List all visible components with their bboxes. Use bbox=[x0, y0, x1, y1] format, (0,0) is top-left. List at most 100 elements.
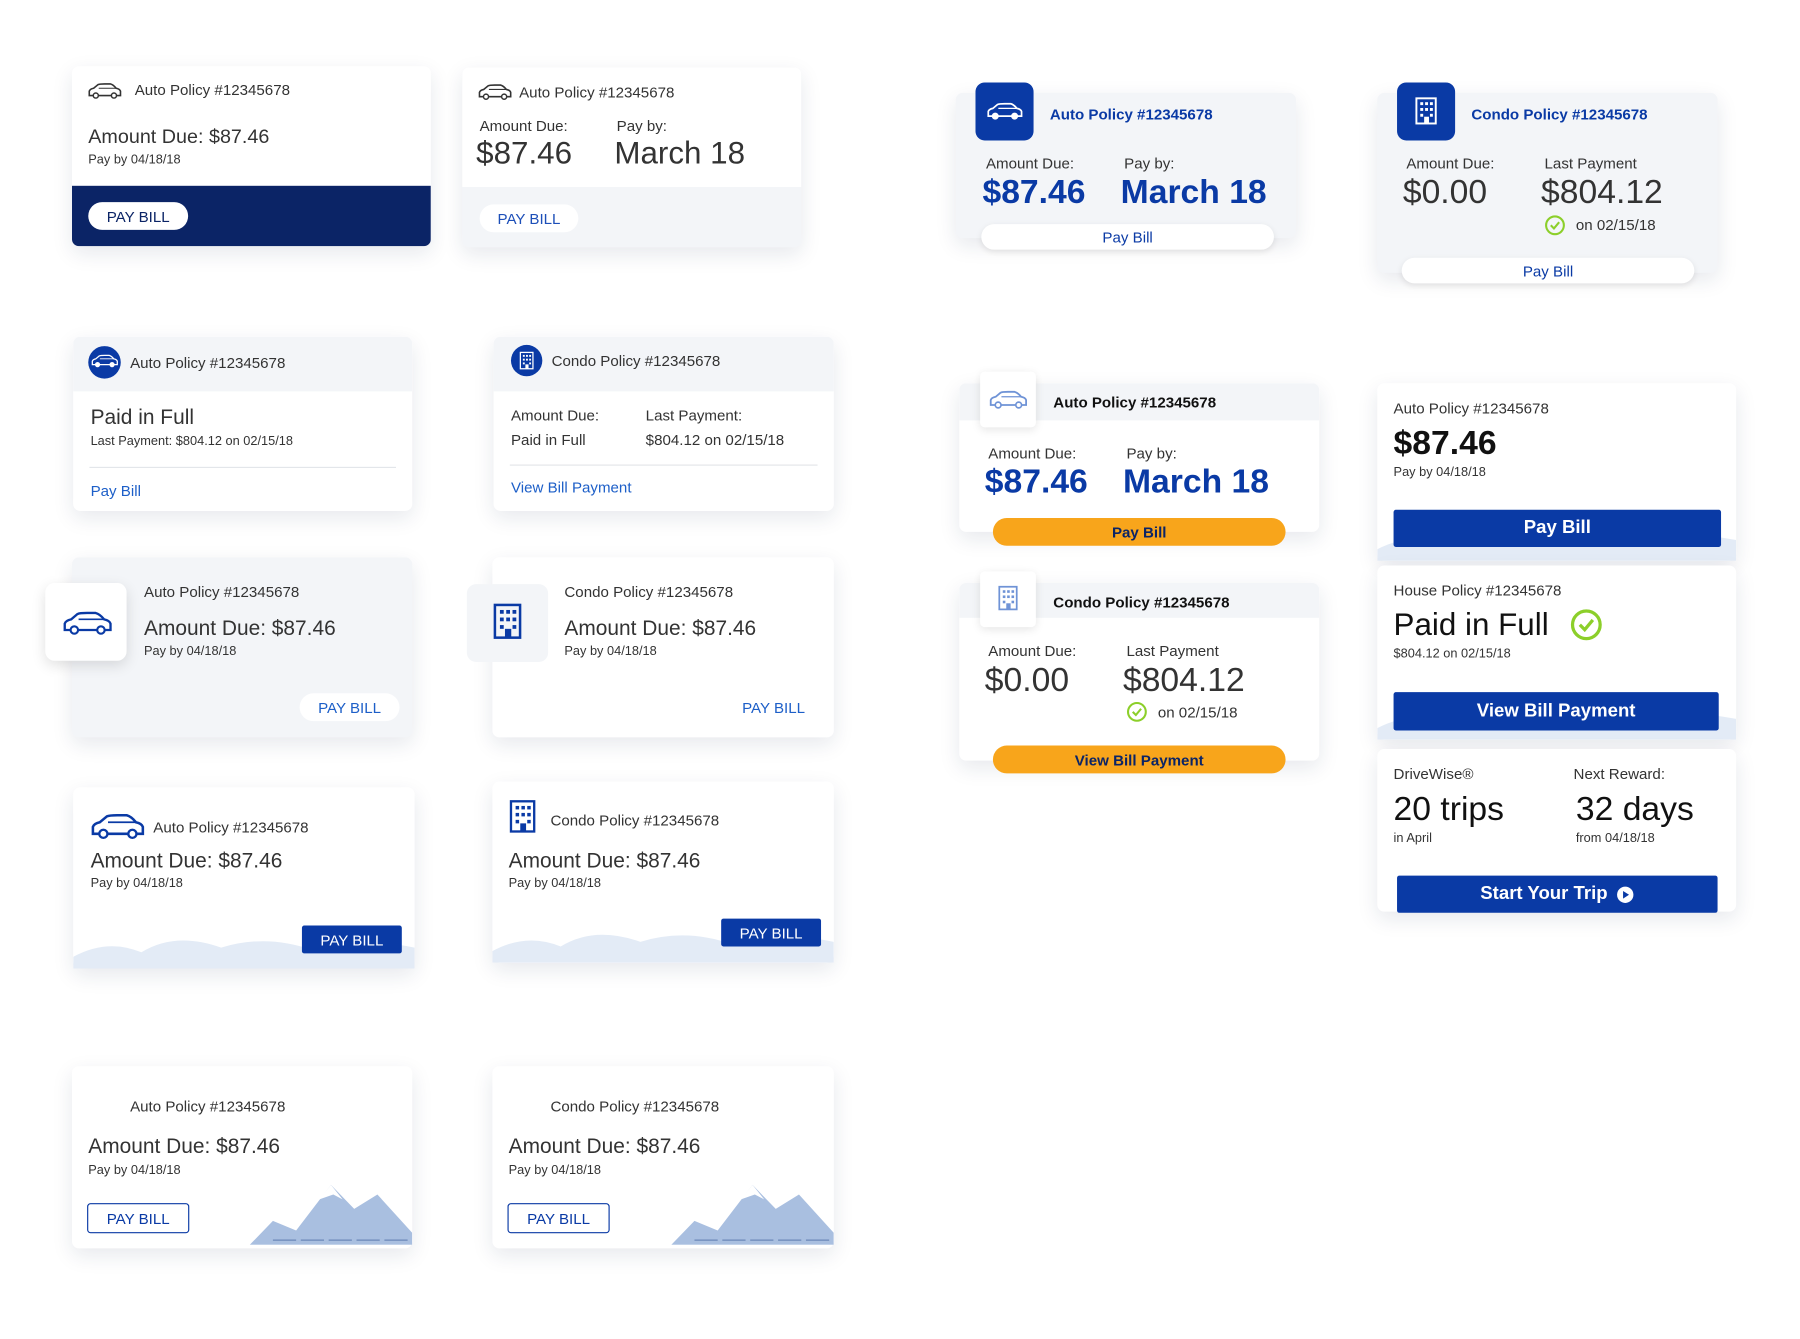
due: Pay by 04/18/18 bbox=[1393, 465, 1486, 480]
pay-button[interactable]: Pay Bill bbox=[981, 224, 1274, 250]
note: from 04/18/18 bbox=[1575, 831, 1655, 846]
amount: Amount Due: $87.46 bbox=[508, 848, 701, 873]
check-icon bbox=[1570, 609, 1603, 642]
due: Pay by 04/18/18 bbox=[88, 1163, 181, 1178]
policy: Auto Policy #12345678 bbox=[130, 354, 286, 372]
icon-box bbox=[466, 584, 549, 662]
label: Pay by: bbox=[1126, 444, 1177, 463]
value: Paid in Full bbox=[510, 430, 586, 449]
card bbox=[492, 557, 834, 738]
due: Pay by 04/18/18 bbox=[90, 876, 183, 891]
pay-button[interactable]: PAY BILL bbox=[507, 1203, 610, 1234]
policy: Auto Policy #12345678 bbox=[1393, 399, 1549, 417]
card-header bbox=[493, 336, 834, 392]
policy: Auto Policy #12345678 bbox=[1049, 105, 1213, 124]
view-button[interactable]: View Bill Payment bbox=[1393, 692, 1719, 731]
pay-button[interactable]: Pay Bill bbox=[992, 517, 1286, 546]
label: Last Payment: bbox=[645, 406, 743, 424]
check-icon bbox=[1545, 215, 1566, 236]
car-icon bbox=[60, 611, 113, 637]
pay-link[interactable]: Pay Bill bbox=[90, 481, 141, 500]
label: Next Reward: bbox=[1573, 765, 1666, 783]
label: Amount Due: bbox=[988, 444, 1077, 463]
value: March 18 bbox=[614, 135, 746, 171]
label: Amount Due: bbox=[985, 154, 1075, 172]
label: DriveWise® bbox=[1393, 765, 1474, 783]
icon-box bbox=[1397, 82, 1456, 141]
policy: Auto Policy #12345678 bbox=[1053, 393, 1217, 412]
pay-button[interactable]: PAY BILL bbox=[721, 918, 822, 947]
amount: Amount Due: $87.46 bbox=[144, 616, 336, 640]
value: March 18 bbox=[1122, 463, 1269, 501]
due: Pay by 04/18/18 bbox=[564, 644, 657, 659]
label: Amount Due: bbox=[510, 406, 600, 424]
car-icon bbox=[89, 813, 145, 841]
card bbox=[73, 336, 413, 511]
card bbox=[493, 336, 834, 511]
car-icon bbox=[477, 84, 512, 101]
amount: $87.46 bbox=[1393, 425, 1497, 463]
pay-button[interactable]: PAY BILL bbox=[299, 693, 400, 722]
policy: Condo Policy #12345678 bbox=[1053, 593, 1230, 611]
value: 20 trips bbox=[1393, 790, 1505, 829]
building-icon bbox=[1414, 96, 1437, 125]
label: Pay by: bbox=[1124, 154, 1175, 172]
policy: Condo Policy #12345678 bbox=[1471, 105, 1648, 124]
pay-button[interactable]: PAY BILL bbox=[88, 202, 189, 230]
car-icon bbox=[986, 102, 1023, 121]
amount: Amount Due: $87.46 bbox=[90, 848, 283, 873]
pay-button[interactable]: Pay Bill bbox=[1393, 509, 1722, 547]
check-icon bbox=[1126, 701, 1147, 722]
car-icon bbox=[87, 82, 122, 99]
value: $0.00 bbox=[1402, 174, 1488, 212]
due: Pay by 04/18/18 bbox=[88, 153, 181, 168]
policy: Auto Policy #12345678 bbox=[134, 81, 290, 99]
icon-box bbox=[975, 82, 1034, 141]
mountains bbox=[671, 1173, 834, 1245]
value: $87.46 bbox=[476, 135, 573, 171]
trip-button[interactable]: Start Your Trip bbox=[1397, 875, 1718, 913]
pay-link[interactable]: PAY BILL bbox=[742, 699, 806, 717]
label: Amount Due: bbox=[1406, 154, 1495, 172]
building-icon bbox=[492, 602, 522, 641]
policy: Condo Policy #12345678 bbox=[551, 351, 721, 370]
policy: House Policy #12345678 bbox=[1393, 581, 1562, 600]
value: $0.00 bbox=[984, 661, 1070, 700]
policy: Condo Policy #12345678 bbox=[550, 811, 720, 830]
view-link[interactable]: View Bill Payment bbox=[510, 478, 632, 496]
due: Pay by 04/18/18 bbox=[144, 644, 237, 659]
policy: Auto Policy #12345678 bbox=[130, 1097, 286, 1115]
value: $804.12 on 02/15/18 bbox=[645, 430, 785, 449]
value: $87.46 bbox=[984, 463, 1088, 501]
car-icon bbox=[988, 390, 1027, 410]
pay-button[interactable]: PAY BILL bbox=[479, 204, 579, 233]
icon-box bbox=[980, 571, 1036, 628]
label: Pay by: bbox=[616, 117, 668, 135]
detail: Last Payment: $804.12 on 02/15/18 bbox=[90, 434, 294, 449]
view-button[interactable]: View Bill Payment bbox=[992, 745, 1286, 774]
car-icon bbox=[91, 354, 119, 368]
value: $804.12 bbox=[1122, 661, 1245, 700]
pay-button[interactable]: Pay Bill bbox=[1401, 257, 1695, 284]
label: Last Payment bbox=[1126, 642, 1219, 660]
building-icon bbox=[509, 799, 537, 834]
pay-button[interactable]: PAY BILL bbox=[87, 1203, 190, 1234]
due: Pay by 04/18/18 bbox=[508, 1163, 601, 1178]
value: March 18 bbox=[1120, 174, 1267, 212]
card bbox=[462, 67, 802, 248]
policy: Auto Policy #12345678 bbox=[144, 582, 300, 601]
amount: Amount Due: $87.46 bbox=[508, 1134, 701, 1158]
value: $804.12 bbox=[1541, 174, 1663, 212]
note: on 02/15/18 bbox=[1157, 703, 1238, 722]
value: 32 days bbox=[1575, 790, 1694, 829]
policy: Auto Policy #12345678 bbox=[153, 818, 309, 837]
button-label: Start Your Trip bbox=[1480, 883, 1608, 904]
label: Amount Due: bbox=[479, 117, 568, 135]
detail: $804.12 on 02/15/18 bbox=[1393, 646, 1511, 661]
due: Pay by 04/18/18 bbox=[508, 876, 601, 891]
label: Amount Due: bbox=[988, 642, 1077, 660]
divider bbox=[509, 464, 818, 466]
pay-button[interactable]: PAY BILL bbox=[301, 925, 402, 954]
amount: Amount Due: $87.46 bbox=[88, 1134, 281, 1158]
